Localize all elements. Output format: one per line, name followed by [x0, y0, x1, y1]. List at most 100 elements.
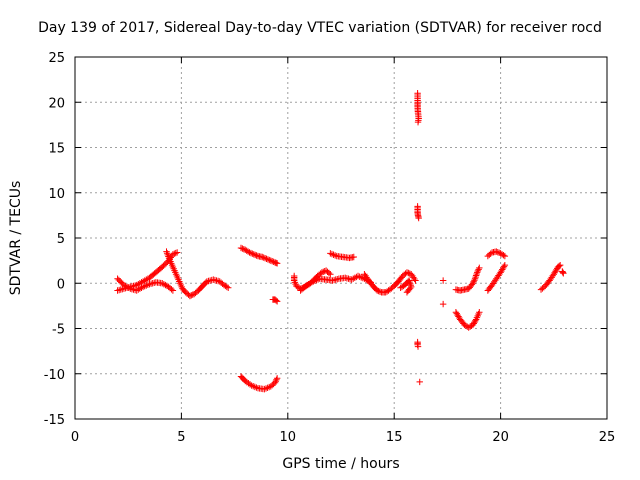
data-point [350, 253, 357, 261]
data-point [250, 251, 257, 258]
data-point [354, 272, 362, 280]
data-point [240, 245, 248, 253]
data-point [264, 256, 272, 263]
data-point [264, 384, 271, 391]
data-point [473, 270, 480, 278]
data-point [493, 248, 500, 255]
data-point [308, 279, 315, 286]
data-point [494, 248, 501, 256]
data-point [253, 384, 260, 391]
data-point [560, 270, 567, 277]
data-point [313, 276, 320, 284]
data-point [501, 252, 509, 260]
data-point [474, 267, 482, 275]
data-point [403, 289, 411, 296]
data-point [171, 250, 178, 257]
data-point [375, 287, 382, 295]
data-point [415, 214, 422, 222]
x-tick-label: 10 [280, 430, 297, 445]
data-point [263, 255, 270, 263]
data-point [139, 283, 147, 291]
data-point [223, 283, 230, 291]
data-point [163, 250, 171, 257]
data-point [414, 343, 422, 350]
data-point [411, 275, 418, 283]
data-point [272, 378, 279, 385]
x-tick-label: 15 [386, 430, 403, 445]
data-point [259, 253, 266, 261]
y-tick-label: 15 [48, 142, 65, 157]
data-point [248, 382, 255, 389]
data-point [251, 383, 259, 391]
data-point [250, 382, 257, 390]
data-point [173, 249, 181, 256]
data-point [325, 269, 333, 277]
data-point [475, 266, 482, 273]
y-tick-label: -10 [44, 368, 65, 383]
data-point [188, 292, 195, 299]
grid-layer [75, 57, 607, 419]
y-tick-label: -5 [52, 323, 65, 338]
x-tick-label: 20 [492, 430, 509, 445]
data-point [403, 269, 411, 276]
data-point [244, 248, 252, 255]
y-tick-label: 25 [48, 51, 65, 66]
data-point [495, 249, 503, 256]
y-tick-label: 5 [57, 232, 65, 247]
data-point [556, 261, 564, 269]
data-point [261, 255, 269, 262]
data-point [476, 264, 483, 272]
data-point [169, 287, 177, 294]
data-point [273, 376, 280, 383]
data-point [318, 269, 326, 276]
data-point [143, 282, 150, 289]
data-point [268, 258, 276, 265]
data-point [321, 267, 328, 275]
data-point [501, 261, 509, 269]
data-point [165, 253, 172, 260]
data-point [376, 288, 384, 295]
data-point [439, 277, 447, 284]
data-point [172, 249, 179, 257]
data-point [273, 260, 281, 267]
data-point [163, 248, 170, 255]
data-point [247, 249, 255, 257]
data-point [327, 250, 334, 257]
data-point [246, 249, 253, 256]
data-point [138, 284, 145, 291]
data-point [405, 269, 412, 277]
data-point [559, 269, 567, 276]
data-point [330, 251, 337, 258]
data-point [407, 282, 414, 289]
data-point [473, 269, 481, 276]
data-point [469, 280, 477, 287]
data-point [414, 118, 422, 126]
x-tick-label: 25 [599, 430, 616, 445]
data-point [168, 286, 175, 293]
data-point [141, 282, 148, 290]
chart-title: Day 139 of 2017, Sidereal Day-to-day VTE… [38, 20, 602, 36]
data-point [237, 244, 245, 252]
y-tick-label: 10 [48, 187, 65, 202]
data-point [471, 277, 478, 284]
y-tick-label: 0 [57, 277, 65, 292]
data-point [202, 279, 210, 286]
data-point [412, 277, 419, 284]
data-point [249, 250, 256, 257]
data-point [469, 321, 477, 329]
data-point [328, 250, 336, 258]
data-point [471, 318, 478, 326]
data-point [404, 287, 412, 295]
data-point [169, 251, 177, 258]
data-point [311, 277, 319, 284]
y-tick-label: -15 [44, 413, 65, 428]
data-point [470, 278, 477, 285]
data-point [472, 317, 479, 325]
data-point [165, 254, 173, 262]
data-point [470, 320, 477, 327]
data-series [114, 90, 567, 393]
data-point [186, 292, 194, 300]
data-point [273, 375, 281, 382]
data-point [272, 297, 280, 304]
